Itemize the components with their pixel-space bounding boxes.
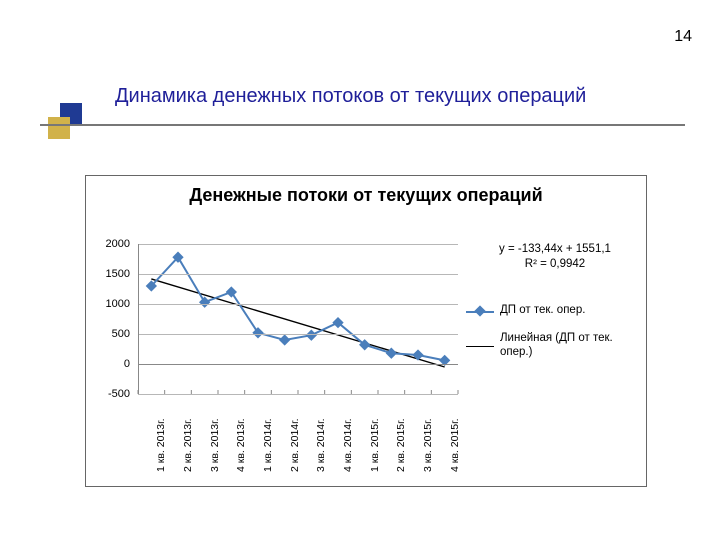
- y-tick-label: -500: [108, 388, 130, 400]
- x-tick-label: 1 кв. 2013г.: [155, 418, 167, 472]
- r-squared: R² = 0,9942: [474, 257, 636, 272]
- data-marker: [412, 349, 423, 360]
- data-marker: [306, 330, 317, 341]
- gridline: [138, 334, 458, 335]
- slide-title: Динамика денежных потоков от текущих опе…: [115, 85, 586, 108]
- data-marker: [226, 286, 237, 297]
- series-line: [151, 257, 444, 360]
- y-axis-line: [138, 244, 139, 394]
- plot-svg: [138, 244, 458, 394]
- x-tick-label: 2 кв. 2015г.: [395, 418, 407, 472]
- y-axis-labels: -5000500100015002000: [96, 244, 134, 394]
- x-tick-label: 4 кв. 2013г.: [235, 418, 247, 472]
- chart-legend: ДП от тек. опер. Линейная (ДП от тек. оп…: [466, 304, 636, 373]
- x-tick-label: 1 кв. 2014г.: [262, 418, 274, 472]
- x-tick-label: 2 кв. 2013г.: [182, 418, 194, 472]
- y-tick-label: 0: [124, 358, 130, 370]
- equation-line: y = -133,44x + 1551,1: [474, 242, 636, 257]
- gridline: [138, 364, 458, 365]
- deco-square-gold: [48, 117, 70, 139]
- legend-label-series: ДП от тек. опер.: [500, 304, 585, 318]
- chart-title: Денежные потоки от текущих операций: [86, 176, 646, 207]
- chart-body: -5000500100015002000 1 кв. 2013г.2 кв. 2…: [96, 242, 636, 478]
- trendline-equation: y = -133,44x + 1551,1 R² = 0,9942: [474, 242, 636, 272]
- legend-marker-trend: [466, 340, 494, 352]
- y-tick-label: 1000: [106, 298, 130, 310]
- x-tick-label: 4 кв. 2015г.: [449, 418, 461, 472]
- legend-marker-series: [466, 305, 494, 317]
- x-tick-label: 2 кв. 2014г.: [289, 418, 301, 472]
- x-tick-label: 1 кв. 2015г.: [369, 418, 381, 472]
- gridline: [138, 394, 458, 395]
- y-tick-label: 2000: [106, 238, 130, 250]
- y-tick-label: 1500: [106, 268, 130, 280]
- x-tick-label: 3 кв. 2014г.: [315, 418, 327, 472]
- gridline: [138, 244, 458, 245]
- data-marker: [199, 297, 210, 308]
- gridline: [138, 274, 458, 275]
- plot-area: [138, 244, 458, 394]
- data-marker: [279, 334, 290, 345]
- title-underline: [40, 124, 685, 126]
- chart-container: Денежные потоки от текущих операций -500…: [85, 175, 647, 487]
- data-marker: [252, 327, 263, 338]
- x-tick-label: 4 кв. 2014г.: [342, 418, 354, 472]
- plot-area-wrap: -5000500100015002000 1 кв. 2013г.2 кв. 2…: [96, 242, 466, 478]
- y-tick-label: 500: [112, 328, 130, 340]
- legend-label-trend: Линейная (ДП от тек. опер.): [500, 332, 636, 360]
- legend-item-series: ДП от тек. опер.: [466, 304, 636, 318]
- page-number: 14: [674, 28, 692, 46]
- legend-item-trend: Линейная (ДП от тек. опер.): [466, 332, 636, 360]
- gridline: [138, 304, 458, 305]
- x-tick-label: 3 кв. 2015г.: [422, 418, 434, 472]
- x-tick-label: 3 кв. 2013г.: [209, 418, 221, 472]
- x-axis-labels: 1 кв. 2013г. 2 кв. 2013г. 3 кв. 2013г. 4 кв…: [138, 398, 458, 478]
